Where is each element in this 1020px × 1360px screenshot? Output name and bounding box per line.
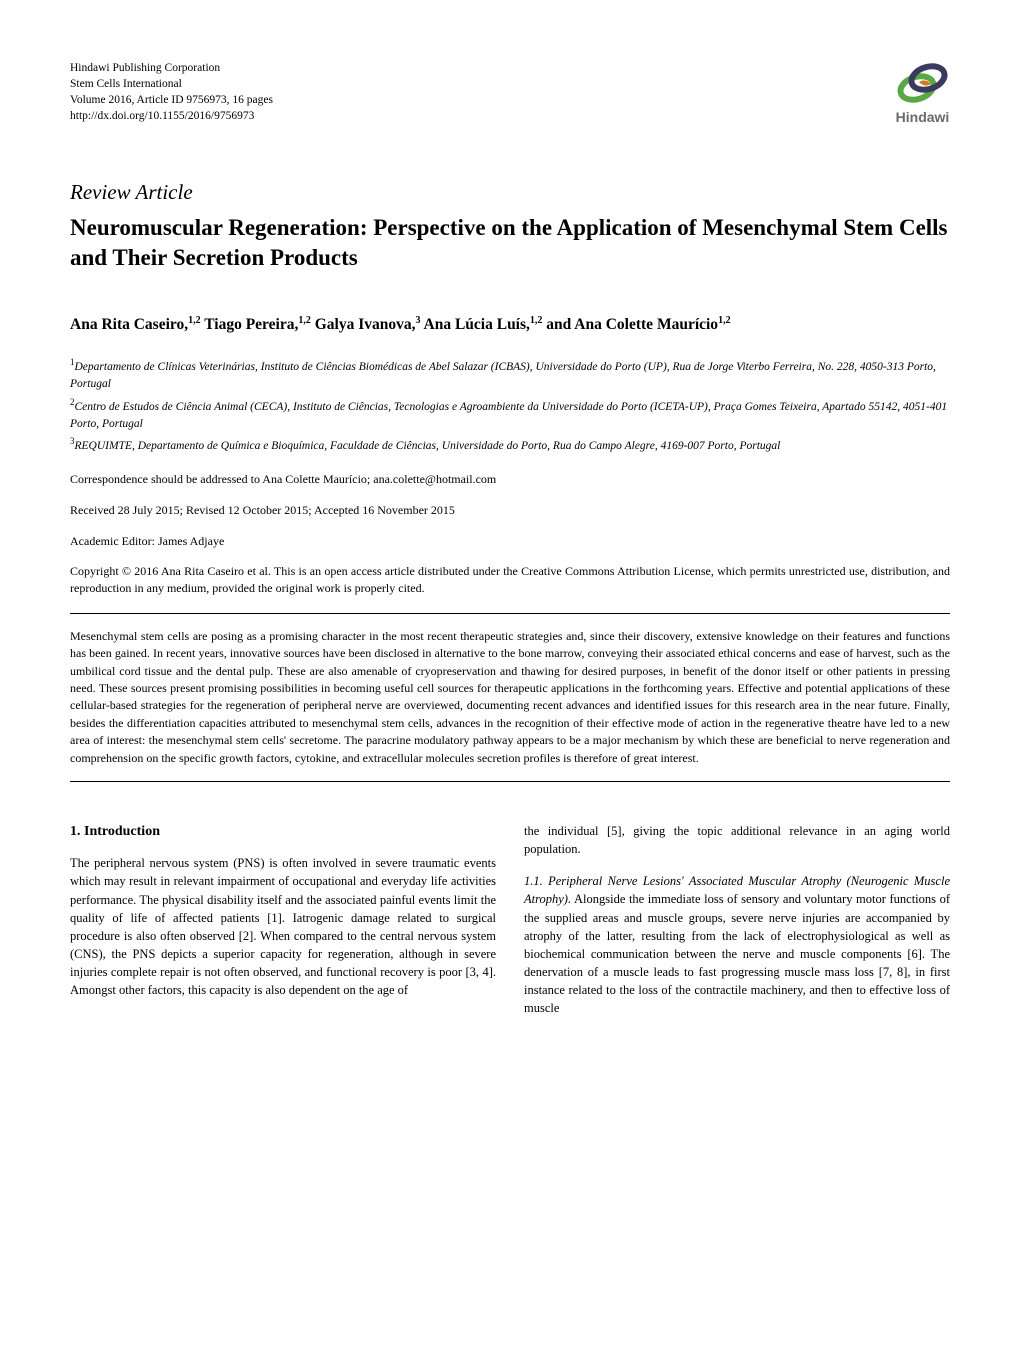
copyright: Copyright © 2016 Ana Rita Caseiro et al.… bbox=[70, 563, 950, 597]
publisher-name: Hindawi Publishing Corporation bbox=[70, 60, 273, 76]
affiliation-item: 1Departamento de Clínicas Veterinárias, … bbox=[70, 356, 950, 393]
paragraph: The peripheral nervous system (PNS) is o… bbox=[70, 854, 496, 999]
subsection-text: Alongside the immediate loss of sensory … bbox=[524, 892, 950, 1015]
column-left: 1. Introduction The peripheral nervous s… bbox=[70, 822, 496, 1017]
paragraph: the individual [5], giving the topic add… bbox=[524, 822, 950, 858]
correspondence: Correspondence should be addressed to An… bbox=[70, 471, 950, 488]
affiliation-item: 2Centro de Estudos de Ciência Animal (CE… bbox=[70, 396, 950, 433]
hindawi-logo-icon bbox=[895, 60, 950, 105]
column-right: the individual [5], giving the topic add… bbox=[524, 822, 950, 1017]
affiliations: 1Departamento de Clínicas Veterinárias, … bbox=[70, 356, 950, 455]
authors: Ana Rita Caseiro,1,2 Tiago Pereira,1,2 G… bbox=[70, 313, 950, 336]
header-row: Hindawi Publishing Corporation Stem Cell… bbox=[70, 60, 950, 128]
volume-info: Volume 2016, Article ID 9756973, 16 page… bbox=[70, 92, 273, 108]
academic-editor: Academic Editor: James Adjaye bbox=[70, 533, 950, 550]
article-title: Neuromuscular Regeneration: Perspective … bbox=[70, 213, 950, 273]
publisher-logo: Hindawi bbox=[895, 60, 950, 128]
abstract: Mesenchymal stem cells are posing as a p… bbox=[70, 613, 950, 782]
affiliation-item: 3REQUIMTE, Departamento de Química e Bio… bbox=[70, 435, 950, 455]
article-type: Review Article bbox=[70, 178, 950, 207]
logo-text: Hindawi bbox=[896, 108, 950, 128]
doi-link: http://dx.doi.org/10.1155/2016/9756973 bbox=[70, 108, 273, 124]
paragraph: 1.1. Peripheral Nerve Lesions' Associate… bbox=[524, 872, 950, 1017]
journal-name: Stem Cells International bbox=[70, 76, 273, 92]
section-heading: 1. Introduction bbox=[70, 822, 496, 842]
publisher-info: Hindawi Publishing Corporation Stem Cell… bbox=[70, 60, 273, 124]
body-columns: 1. Introduction The peripheral nervous s… bbox=[70, 822, 950, 1017]
dates: Received 28 July 2015; Revised 12 Octobe… bbox=[70, 502, 950, 519]
